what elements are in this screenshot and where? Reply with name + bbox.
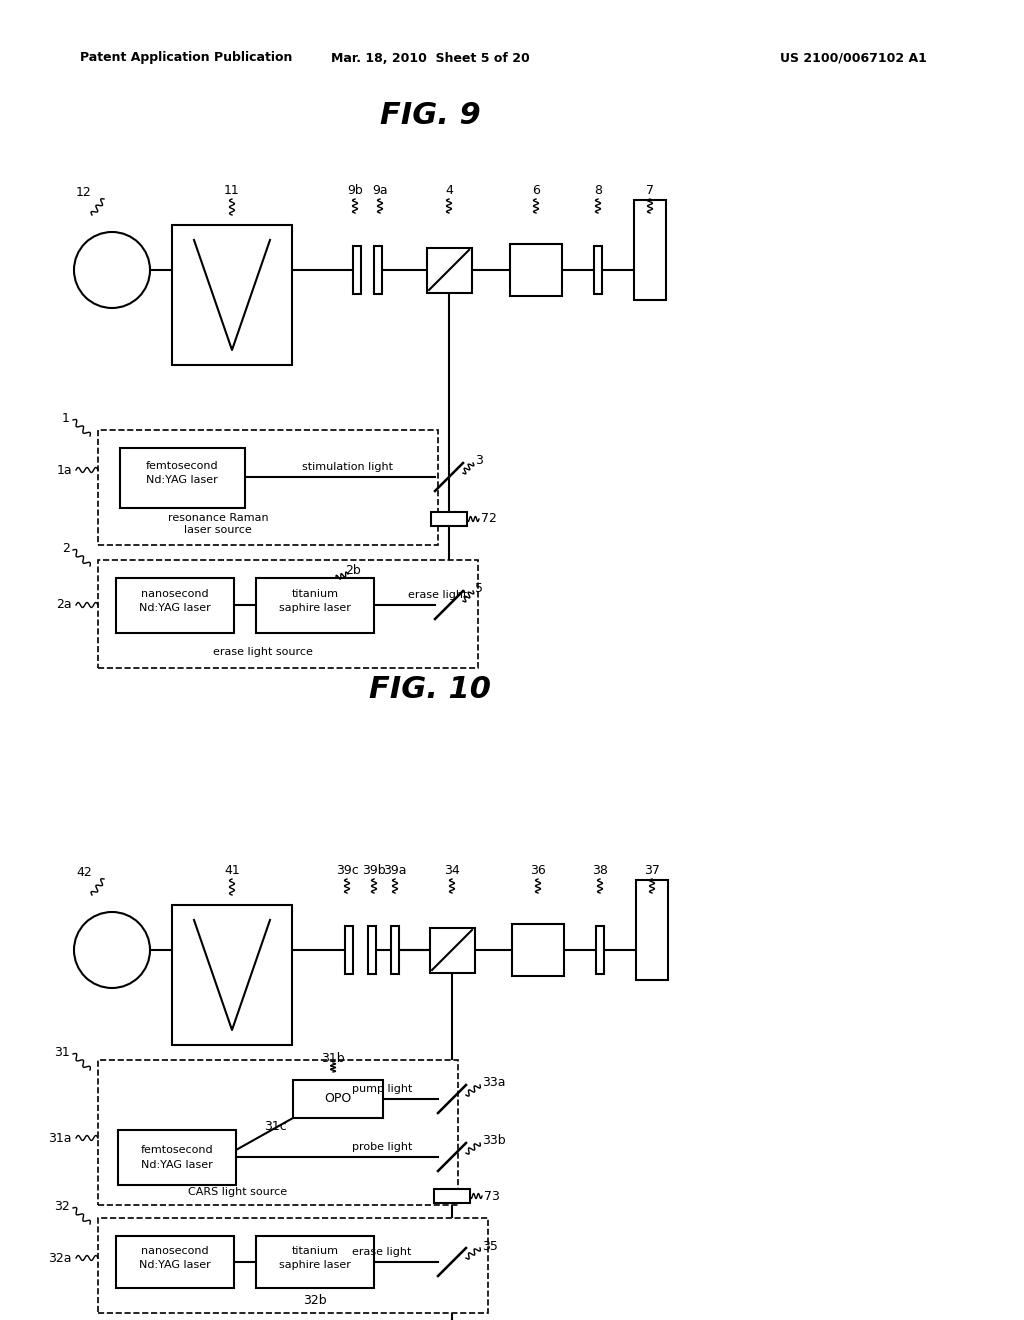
Text: 35: 35	[482, 1239, 498, 1253]
Text: stimulation light: stimulation light	[302, 462, 393, 473]
Text: 1a: 1a	[56, 463, 72, 477]
Text: 9b: 9b	[347, 185, 362, 198]
Bar	[345, 927, 353, 974]
Text: 31a: 31a	[48, 1131, 72, 1144]
Bar	[116, 1236, 234, 1288]
Text: 31: 31	[54, 1045, 70, 1059]
Text: titanium: titanium	[292, 1246, 339, 1257]
Ellipse shape	[74, 232, 150, 308]
Text: femtosecond: femtosecond	[140, 1144, 213, 1155]
Text: 6: 6	[532, 185, 540, 198]
Bar	[293, 1080, 383, 1118]
Bar	[98, 430, 438, 545]
Bar	[120, 447, 245, 508]
Text: erase light: erase light	[352, 1247, 412, 1257]
Text: 33a: 33a	[482, 1077, 506, 1089]
Text: Mar. 18, 2010  Sheet 5 of 20: Mar. 18, 2010 Sheet 5 of 20	[331, 51, 529, 65]
Text: 2a: 2a	[56, 598, 72, 611]
Text: 7: 7	[646, 185, 654, 198]
Text: 12: 12	[76, 186, 92, 199]
Text: OPO: OPO	[325, 1093, 351, 1106]
Bar	[172, 906, 292, 1045]
Text: saphire laser: saphire laser	[280, 1261, 351, 1270]
Bar	[353, 246, 361, 294]
Text: saphire laser: saphire laser	[280, 603, 351, 612]
Text: 33b: 33b	[482, 1134, 506, 1147]
Text: CARS light source: CARS light source	[188, 1187, 288, 1197]
Text: 38: 38	[592, 865, 608, 878]
Text: erase light source: erase light source	[213, 647, 313, 657]
Text: 34: 34	[444, 865, 460, 878]
Text: FIG. 10: FIG. 10	[369, 676, 490, 705]
Bar	[256, 1236, 374, 1288]
Bar	[634, 201, 666, 300]
Text: 31c: 31c	[263, 1119, 287, 1133]
Text: 39a: 39a	[383, 865, 407, 878]
Bar	[510, 244, 562, 296]
Bar	[98, 560, 478, 668]
Text: 41: 41	[224, 865, 240, 878]
Bar	[98, 1218, 488, 1313]
Text: Nd:YAG laser: Nd:YAG laser	[141, 1160, 213, 1170]
Bar	[391, 927, 399, 974]
Text: femtosecond: femtosecond	[145, 461, 218, 471]
Text: 32b: 32b	[303, 1294, 327, 1307]
Text: 8: 8	[594, 185, 602, 198]
Text: Nd:YAG laser: Nd:YAG laser	[139, 1261, 211, 1270]
Text: Nd:YAG laser: Nd:YAG laser	[146, 475, 218, 484]
Bar	[368, 927, 376, 974]
Ellipse shape	[74, 912, 150, 987]
Text: pump light: pump light	[352, 1084, 413, 1094]
Text: 72: 72	[481, 512, 497, 525]
Text: US 2100/0067102 A1: US 2100/0067102 A1	[780, 51, 927, 65]
Bar	[596, 927, 604, 974]
Text: Patent Application Publication: Patent Application Publication	[80, 51, 293, 65]
Bar	[256, 578, 374, 634]
Text: 32a: 32a	[48, 1251, 72, 1265]
Bar	[374, 246, 382, 294]
Bar	[594, 246, 602, 294]
Bar	[636, 880, 668, 979]
Text: 2b: 2b	[345, 564, 360, 577]
Text: erase light: erase light	[409, 590, 468, 601]
Bar	[172, 224, 292, 366]
Text: nanosecond: nanosecond	[141, 589, 209, 599]
Text: 39b: 39b	[362, 865, 386, 878]
Text: 9a: 9a	[372, 185, 388, 198]
Bar	[434, 1189, 470, 1203]
Text: 3: 3	[475, 454, 483, 467]
Text: resonance Raman: resonance Raman	[168, 513, 268, 523]
Bar	[431, 512, 467, 525]
Text: 4: 4	[445, 185, 453, 198]
Text: 37: 37	[644, 865, 659, 878]
Text: 73: 73	[484, 1189, 500, 1203]
Text: 2: 2	[62, 541, 70, 554]
Text: 1: 1	[62, 412, 70, 425]
Text: 32: 32	[54, 1200, 70, 1213]
Text: probe light: probe light	[352, 1142, 413, 1152]
Text: 39c: 39c	[336, 865, 358, 878]
Text: FIG. 9: FIG. 9	[380, 100, 480, 129]
Text: 5: 5	[475, 582, 483, 595]
Bar	[118, 1130, 236, 1185]
Text: titanium: titanium	[292, 589, 339, 599]
Bar	[427, 248, 472, 293]
Text: laser source: laser source	[184, 525, 252, 535]
Bar	[116, 578, 234, 634]
Text: 31b: 31b	[322, 1052, 345, 1064]
Text: 42: 42	[76, 866, 92, 879]
Bar	[512, 924, 564, 975]
Text: 11: 11	[224, 185, 240, 198]
Text: Nd:YAG laser: Nd:YAG laser	[139, 603, 211, 612]
Text: nanosecond: nanosecond	[141, 1246, 209, 1257]
Text: 36: 36	[530, 865, 546, 878]
Bar	[430, 928, 475, 973]
Bar	[98, 1060, 458, 1205]
